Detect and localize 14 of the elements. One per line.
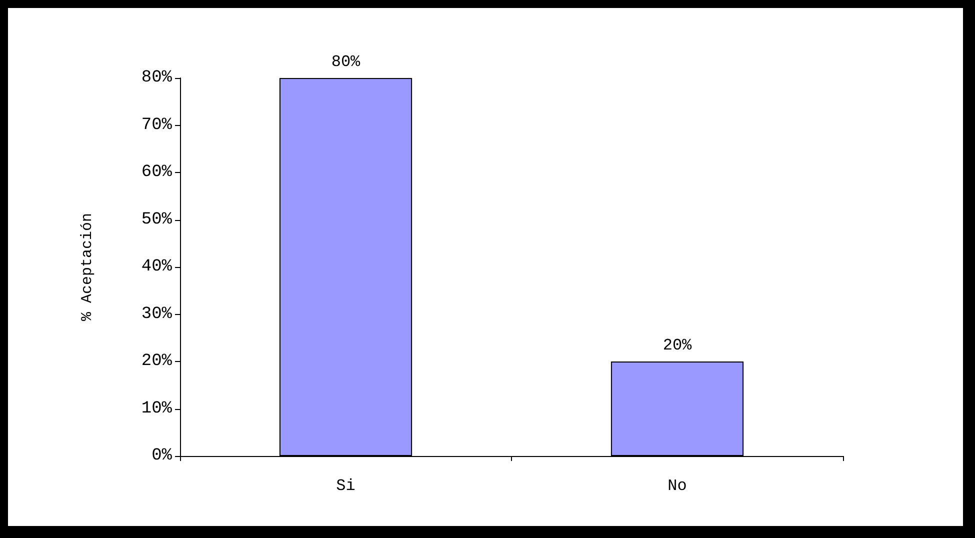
y-tick-label: 0% [152, 446, 173, 466]
data-label: 20% [662, 336, 692, 354]
data-label: 80% [331, 53, 361, 71]
y-tick-label: 40% [141, 258, 173, 276]
y-tick-label: 50% [141, 210, 173, 230]
y-tick-label: 10% [141, 399, 173, 418]
y-tick-label: 80% [141, 68, 173, 88]
y-tick-label: 70% [141, 116, 173, 135]
x-tick-label: Si [336, 477, 356, 495]
y-tick-label: 30% [141, 304, 173, 324]
y-tick-label: 60% [141, 163, 173, 182]
y-axis-title: % Aceptación [79, 212, 96, 322]
x-tick-label: No [668, 477, 687, 495]
y-tick-label: 20% [141, 352, 173, 371]
